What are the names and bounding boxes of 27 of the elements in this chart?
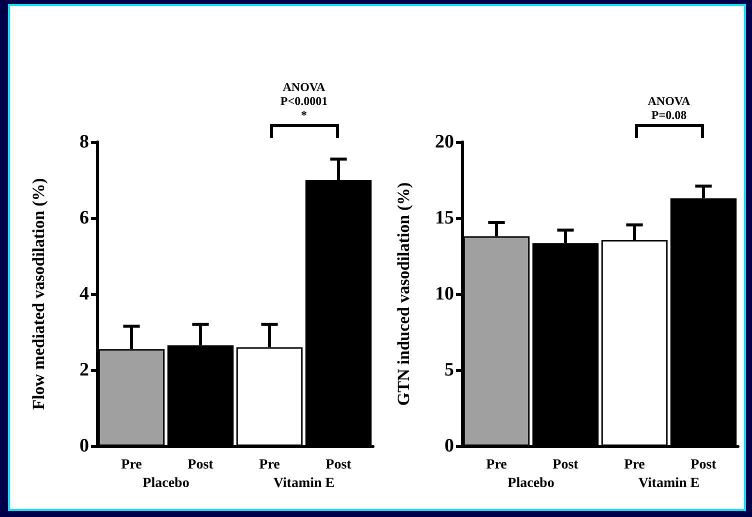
text: Placebo — [142, 476, 190, 492]
y-tick-label: 8 — [80, 132, 89, 152]
y-axis-title: Flow mediated vasodilation (%) — [29, 178, 48, 410]
y-tick-label: 0 — [80, 436, 89, 456]
text: * — [300, 108, 308, 122]
y-tick-label: 20 — [435, 132, 454, 152]
text: Vitamin E — [637, 476, 701, 492]
y-tick-label: 10 — [435, 284, 454, 304]
x-tick-label: Post — [552, 458, 579, 472]
y-tick-label: 15 — [435, 208, 454, 228]
x-tick-label: Pre — [624, 458, 645, 472]
y-tick-label: 4 — [80, 284, 90, 304]
y-tick-label: 0 — [444, 436, 454, 456]
x-tick-label: Post — [690, 458, 717, 472]
text: ANOVA P<0.0001 — [279, 80, 329, 108]
text: Placebo — [506, 476, 556, 492]
x-tick-label: Post — [326, 458, 352, 472]
y-tick-label: 5 — [444, 360, 454, 380]
text: Vitamin E — [272, 476, 336, 492]
x-tick-label: Pre — [121, 458, 142, 472]
y-tick-label: 6 — [80, 208, 89, 228]
x-tick-label: Pre — [259, 458, 280, 472]
text: ANOVA P=0.08 — [646, 94, 692, 122]
y-axis-title: GTN induced vasodilation (%) — [394, 182, 413, 406]
x-tick-label: Pre — [486, 458, 507, 472]
x-tick-label: Post — [188, 458, 214, 472]
y-tick-label: 2 — [80, 360, 89, 380]
